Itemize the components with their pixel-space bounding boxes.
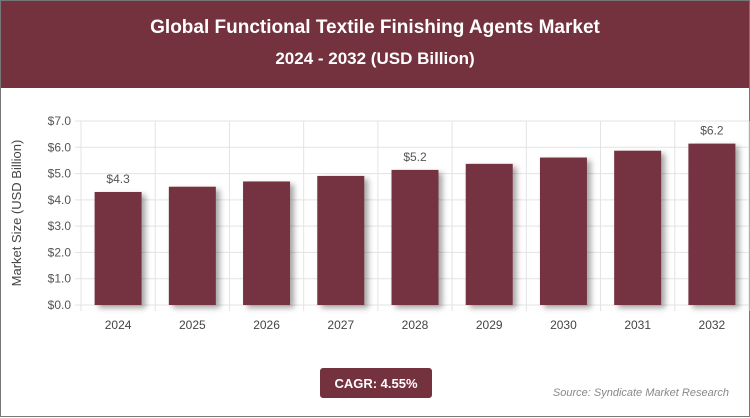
y-axis-label: Market Size (USD Billion) [9, 140, 24, 287]
y-tick-label: $1.0 [48, 272, 72, 286]
y-tick-label: $6.0 [48, 140, 72, 154]
bar-2030 [539, 157, 587, 305]
bar-2029 [465, 163, 513, 305]
chart-subtitle: 2024 - 2032 (USD Billion) [275, 49, 475, 68]
chart-header: Global Functional Textile Finishing Agen… [1, 1, 749, 88]
y-tick-label: $5.0 [48, 167, 72, 181]
x-tick-label: 2028 [402, 318, 429, 332]
bar-2024 [94, 191, 142, 305]
x-tick-label: 2032 [699, 318, 726, 332]
data-label: $6.2 [700, 124, 724, 138]
bar-2031 [614, 150, 662, 305]
y-tick-label: $7.0 [48, 114, 72, 128]
y-tick-label: $0.0 [48, 298, 72, 312]
x-tick-label: 2024 [105, 318, 132, 332]
x-tick-label: 2030 [550, 318, 577, 332]
bar-2028 [391, 169, 439, 305]
x-tick-label: 2029 [476, 318, 503, 332]
data-label: $4.3 [106, 172, 130, 186]
bar-2025 [168, 186, 216, 305]
x-tick-label: 2031 [624, 318, 651, 332]
source-note: Source: Syndicate Market Research [552, 387, 729, 399]
y-tick-label: $3.0 [48, 219, 72, 233]
x-tick-label: 2026 [253, 318, 280, 332]
chart-title: Global Functional Textile Finishing Agen… [150, 17, 600, 38]
x-tick-label: 2027 [327, 318, 354, 332]
bar-2026 [243, 181, 291, 305]
bar-2027 [317, 175, 365, 305]
cagr-badge: CAGR: 4.55% [320, 368, 432, 398]
y-tick-label: $4.0 [48, 193, 72, 207]
bar-2032 [688, 143, 736, 305]
data-label: $5.2 [403, 150, 427, 164]
y-tick-label: $2.0 [48, 245, 72, 259]
x-tick-label: 2025 [179, 318, 206, 332]
